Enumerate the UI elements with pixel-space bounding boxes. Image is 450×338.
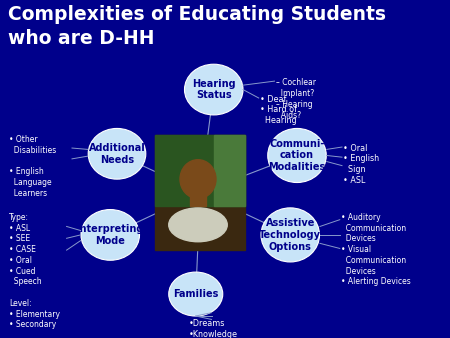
Text: • Other
  Disabilities

• English
  Language
  Learners: • Other Disabilities • English Language … [9, 135, 56, 198]
Text: Families: Families [173, 289, 218, 299]
Bar [155, 135, 245, 250]
Text: Type:
• ASL
• SEE
• CASE
• Oral
• Cued
  Speech

Level:
• Elementary
• Secondary: Type: • ASL • SEE • CASE • Oral • Cued S… [9, 213, 60, 330]
Text: Complexities of Educating Students: Complexities of Educating Students [8, 5, 386, 24]
Bar [155, 135, 245, 207]
Text: •Dreams
•Knowledge
•Acceptance: •Dreams •Knowledge •Acceptance [189, 319, 241, 338]
Ellipse shape [180, 160, 216, 199]
Ellipse shape [184, 64, 243, 115]
Bar [190, 193, 206, 207]
Text: Interpreting
Mode: Interpreting Mode [76, 224, 144, 246]
Text: – Cochlear
  Implant?
– Hearing
  Aids?: – Cochlear Implant? – Hearing Aids? [276, 78, 316, 120]
Text: • Auditory
  Communication
  Devices
• Visual
  Communication
  Devices
• Alerti: • Auditory Communication Devices • Visua… [341, 213, 411, 286]
Ellipse shape [261, 208, 320, 262]
Text: Assistive
Technology
Options: Assistive Technology Options [259, 218, 321, 251]
Text: Hearing
Status: Hearing Status [192, 79, 235, 100]
Text: • Deaf
• Hard of
  Hearing: • Deaf • Hard of Hearing [260, 95, 297, 125]
Text: who are D-HH: who are D-HH [8, 29, 155, 48]
Text: Communi-
cation
Modalities: Communi- cation Modalities [268, 139, 326, 172]
Ellipse shape [268, 128, 326, 183]
Ellipse shape [169, 208, 227, 242]
Ellipse shape [169, 272, 223, 316]
Ellipse shape [81, 210, 140, 260]
Bar [214, 135, 245, 207]
Text: • Oral
• English
  Sign
• ASL: • Oral • English Sign • ASL [343, 144, 379, 185]
Text: Additional
Needs: Additional Needs [89, 143, 145, 165]
Ellipse shape [88, 128, 146, 179]
